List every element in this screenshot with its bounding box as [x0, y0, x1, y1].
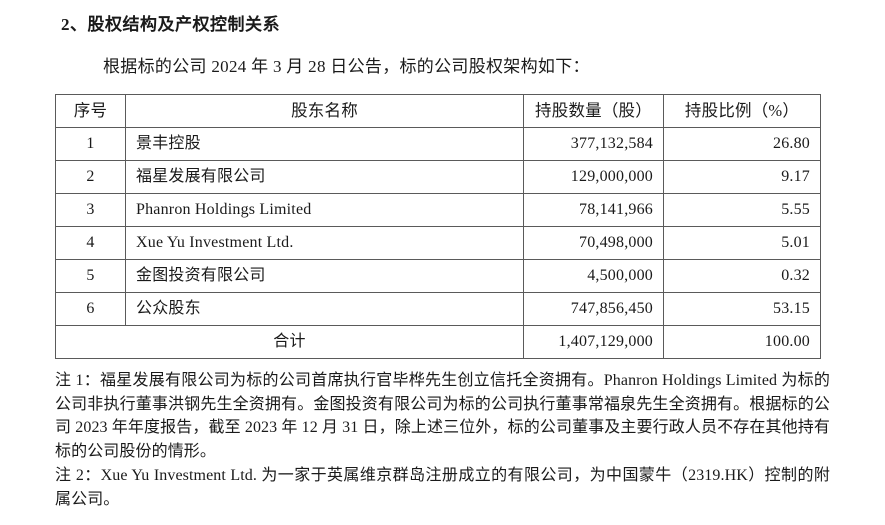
cell-shareholder-name: 景丰控股	[125, 127, 524, 161]
column-header-name: 股东名称	[125, 94, 524, 128]
footnote-1: 注 1：福星发展有限公司为标的公司首席执行官毕桦先生创立信托全资拥有。Phanr…	[55, 372, 830, 460]
cell-shares-ratio: 5.01	[663, 226, 821, 260]
table-header-row: 序号 股东名称 持股数量（股） 持股比例（%）	[55, 94, 821, 128]
cell-shares-amount: 4,500,000	[523, 259, 664, 293]
cell-index: 1	[55, 127, 126, 161]
cell-shares-ratio: 26.80	[663, 127, 821, 161]
intro-paragraph: 根据标的公司 2024 年 3 月 28 日公告，标的公司股权架构如下：	[103, 57, 590, 76]
column-header-amount: 持股数量（股）	[523, 94, 664, 128]
cell-index: 3	[55, 193, 126, 227]
cell-shareholder-name: 福星发展有限公司	[125, 160, 524, 194]
cell-shares-amount: 377,132,584	[523, 127, 664, 161]
table-row: 6 公众股东 747,856,450 53.15	[55, 292, 821, 326]
cell-shares-amount: 70,498,000	[523, 226, 664, 260]
cell-index: 2	[55, 160, 126, 194]
table-row: 4 Xue Yu Investment Ltd. 70,498,000 5.01	[55, 226, 821, 260]
footnote-2: 注 2：Xue Yu Investment Ltd. 为一家于英属维京群岛注册成…	[55, 467, 830, 508]
cell-index: 5	[55, 259, 126, 293]
cell-shares-ratio: 9.17	[663, 160, 821, 194]
cell-shares-amount: 78,141,966	[523, 193, 664, 227]
cell-shares-ratio: 5.55	[663, 193, 821, 227]
cell-index: 6	[55, 292, 126, 326]
cell-shareholder-name: Xue Yu Investment Ltd.	[125, 226, 524, 260]
cell-shares-ratio: 53.15	[663, 292, 821, 326]
column-header-index: 序号	[55, 94, 126, 128]
cell-shares-amount: 129,000,000	[523, 160, 664, 194]
cell-total-amount: 1,407,129,000	[523, 325, 664, 359]
cell-shareholder-name: 公众股东	[125, 292, 524, 326]
shareholding-table: 序号 股东名称 持股数量（股） 持股比例（%） 1 景丰控股 377,132,5…	[55, 94, 821, 359]
table-row: 5 金图投资有限公司 4,500,000 0.32	[55, 259, 821, 293]
table-total-row: 合计 1,407,129,000 100.00	[55, 325, 821, 359]
footnotes: 注 1：福星发展有限公司为标的公司首席执行官毕桦先生创立信托全资拥有。Phanr…	[55, 369, 830, 511]
table-row: 1 景丰控股 377,132,584 26.80	[55, 127, 821, 161]
table-row: 3 Phanron Holdings Limited 78,141,966 5.…	[55, 193, 821, 227]
cell-total-label: 合计	[55, 325, 524, 359]
cell-shares-amount: 747,856,450	[523, 292, 664, 326]
section-heading: 2、股权结构及产权控制关系	[61, 15, 280, 34]
cell-shareholder-name: Phanron Holdings Limited	[125, 193, 524, 227]
column-header-ratio: 持股比例（%）	[663, 94, 821, 128]
cell-shareholder-name: 金图投资有限公司	[125, 259, 524, 293]
cell-total-ratio: 100.00	[663, 325, 821, 359]
cell-shares-ratio: 0.32	[663, 259, 821, 293]
table-row: 2 福星发展有限公司 129,000,000 9.17	[55, 160, 821, 194]
cell-index: 4	[55, 226, 126, 260]
